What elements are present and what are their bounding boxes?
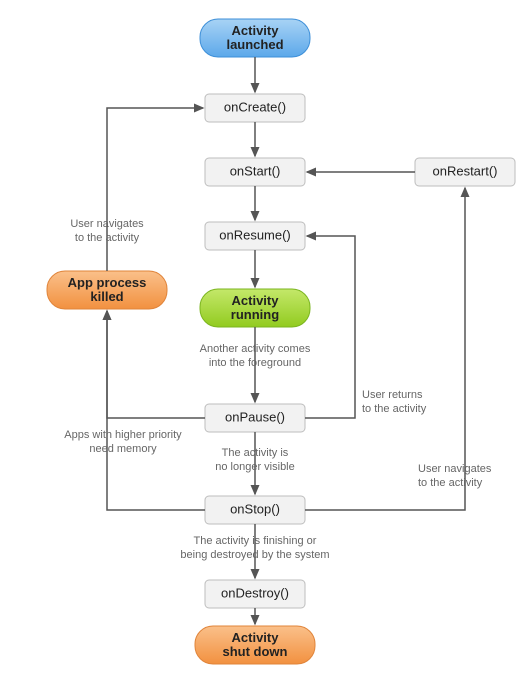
label-vis-l1: The activity is xyxy=(222,447,289,459)
node-onDestroy: onDestroy() xyxy=(205,580,305,608)
shutdown-line1: Activity xyxy=(232,630,280,645)
node-onStart: onStart() xyxy=(205,158,305,186)
label-mem-l2: need memory xyxy=(89,443,157,455)
node-onRestart: onRestart() xyxy=(415,158,515,186)
shutdown-line2: shut down xyxy=(223,644,288,659)
node-onPause: onPause() xyxy=(205,404,305,432)
label-nav2-l2: to the activity xyxy=(418,477,483,489)
label-nav1-l2: to the activity xyxy=(75,232,140,244)
killed-line2: killed xyxy=(90,289,123,304)
label-fin-l1: The activity is finishing or xyxy=(194,535,317,547)
onStart-label: onStart() xyxy=(230,163,281,178)
label-fg-l2: into the foreground xyxy=(209,357,301,369)
label-fin-l2: being destroyed by the system xyxy=(180,549,329,561)
edge-killed-onCreate xyxy=(107,108,203,271)
onResume-label: onResume() xyxy=(219,227,291,242)
label-ret-l2: to the activity xyxy=(362,403,427,415)
node-killed: App process killed xyxy=(47,271,167,309)
label-nav2-l1: User navigates xyxy=(418,463,492,475)
label-mem-l1: Apps with higher priority xyxy=(64,429,182,441)
node-shutdown: Activity shut down xyxy=(195,626,315,664)
label-ret-l1: User returns xyxy=(362,389,423,401)
label-vis-l2: no longer visible xyxy=(215,461,295,473)
onPause-label: onPause() xyxy=(225,409,285,424)
onStop-label: onStop() xyxy=(230,501,280,516)
edge-onStop-killed xyxy=(107,311,205,510)
onDestroy-label: onDestroy() xyxy=(221,585,289,600)
killed-line1: App process xyxy=(68,275,147,290)
label-nav1-l1: User navigates xyxy=(70,218,144,230)
label-fg-l1: Another activity comes xyxy=(200,343,311,355)
lifecycle-diagram: Activity launched Activity running App p… xyxy=(0,0,523,673)
edge-onPause-onResume xyxy=(305,236,355,418)
onRestart-label: onRestart() xyxy=(432,163,497,178)
node-running: Activity running xyxy=(200,289,310,327)
launched-line2: launched xyxy=(226,37,283,52)
running-line2: running xyxy=(231,307,279,322)
launched-line1: Activity xyxy=(232,23,280,38)
running-line1: Activity xyxy=(232,293,280,308)
node-launched: Activity launched xyxy=(200,19,310,57)
onCreate-label: onCreate() xyxy=(224,99,286,114)
node-onCreate: onCreate() xyxy=(205,94,305,122)
node-onResume: onResume() xyxy=(205,222,305,250)
edge-onPause-killed xyxy=(107,311,205,418)
node-onStop: onStop() xyxy=(205,496,305,524)
